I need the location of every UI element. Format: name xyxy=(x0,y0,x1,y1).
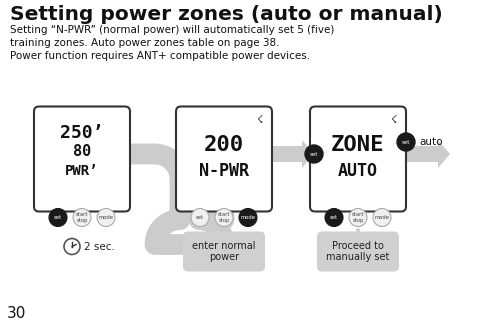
Text: Power function requires ANT+ compatible power devices.: Power function requires ANT+ compatible … xyxy=(10,51,310,61)
Text: PWR’: PWR’ xyxy=(65,164,99,178)
Text: auto: auto xyxy=(419,137,443,147)
FancyBboxPatch shape xyxy=(183,232,265,271)
Text: mode: mode xyxy=(375,215,390,220)
Text: start
stop: start stop xyxy=(352,212,364,223)
Circle shape xyxy=(49,209,67,227)
Text: ZONE: ZONE xyxy=(331,135,385,155)
FancyBboxPatch shape xyxy=(317,232,399,271)
Text: 200: 200 xyxy=(204,135,244,155)
Text: set: set xyxy=(310,151,318,157)
Circle shape xyxy=(373,209,391,227)
Circle shape xyxy=(64,238,80,254)
Circle shape xyxy=(325,209,343,227)
Circle shape xyxy=(73,209,91,227)
Circle shape xyxy=(397,133,415,151)
Text: Setting power zones (auto or manual): Setting power zones (auto or manual) xyxy=(10,5,443,24)
Text: N-PWR: N-PWR xyxy=(199,162,249,180)
Text: set: set xyxy=(196,215,204,220)
Circle shape xyxy=(305,145,323,163)
Circle shape xyxy=(97,209,115,227)
Text: mode: mode xyxy=(98,215,113,220)
Text: ☇: ☇ xyxy=(256,115,262,126)
FancyArrow shape xyxy=(268,140,314,168)
Text: 30: 30 xyxy=(7,306,26,321)
Text: ☇: ☇ xyxy=(390,115,396,126)
Circle shape xyxy=(239,209,257,227)
Text: 2 sec.: 2 sec. xyxy=(84,242,115,251)
Text: training zones. Auto power zones table on page 38.: training zones. Auto power zones table o… xyxy=(10,38,280,48)
Text: start
stop: start stop xyxy=(76,212,88,223)
FancyBboxPatch shape xyxy=(176,107,272,212)
Circle shape xyxy=(191,209,209,227)
Circle shape xyxy=(349,209,367,227)
Text: AUTO: AUTO xyxy=(338,162,378,180)
Text: Setting “N-PWR” (normal power) will automatically set 5 (five): Setting “N-PWR” (normal power) will auto… xyxy=(10,25,335,35)
Text: enter normal
power: enter normal power xyxy=(192,241,256,262)
Text: mode: mode xyxy=(241,215,256,220)
FancyBboxPatch shape xyxy=(34,107,130,212)
FancyArrow shape xyxy=(402,140,450,168)
Text: set: set xyxy=(54,215,62,220)
FancyBboxPatch shape xyxy=(310,107,406,212)
Circle shape xyxy=(215,209,233,227)
Text: 250’: 250’ xyxy=(60,124,104,142)
Text: set: set xyxy=(330,215,338,220)
Text: set: set xyxy=(402,140,410,145)
Text: 80: 80 xyxy=(73,145,91,160)
Text: start
stop: start stop xyxy=(218,212,230,223)
Text: Proceed to
manually set: Proceed to manually set xyxy=(326,241,390,262)
